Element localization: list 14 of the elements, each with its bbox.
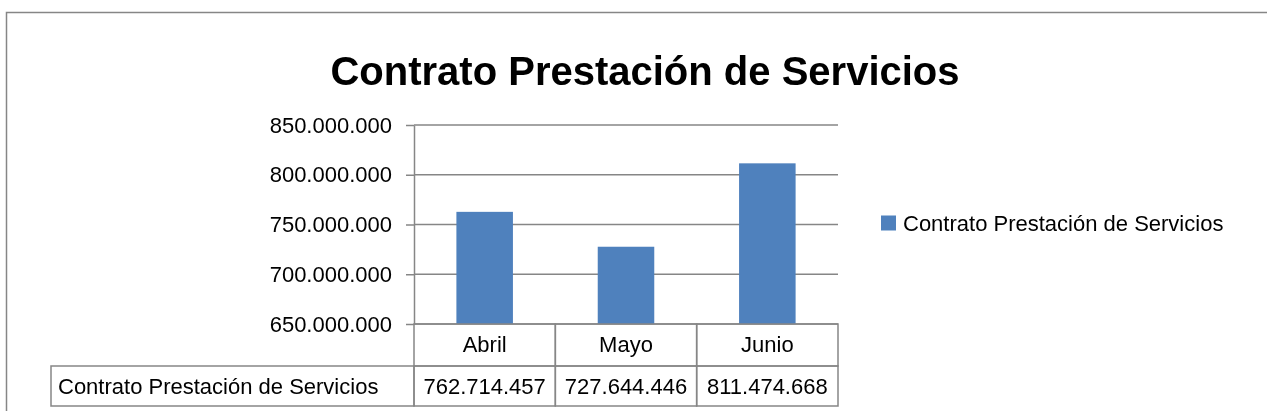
y-tick-label: 700.000.000: [269, 261, 392, 287]
x-tick-label: Mayo: [599, 331, 653, 357]
y-tick-label: 650.000.000: [269, 311, 392, 337]
data-label: 727.644.446: [564, 374, 688, 399]
data-label: 811.474.668: [706, 374, 828, 399]
y-tick-label: 800.000.000: [269, 162, 392, 188]
x-tick-label: Junio: [741, 331, 794, 357]
chart-title: Contrato Prestación de Servicios: [330, 49, 960, 93]
legend-label: Contrato Prestación de Servicios: [903, 210, 1224, 236]
y-tick-label: 850.000.000: [269, 112, 392, 138]
y-tick-label: 750.000.000: [269, 212, 392, 238]
text: Contrato Prestación de Servicios: [58, 374, 379, 399]
data-label: 762.714.457: [423, 374, 546, 399]
x-tick-label: Abril: [462, 331, 507, 357]
